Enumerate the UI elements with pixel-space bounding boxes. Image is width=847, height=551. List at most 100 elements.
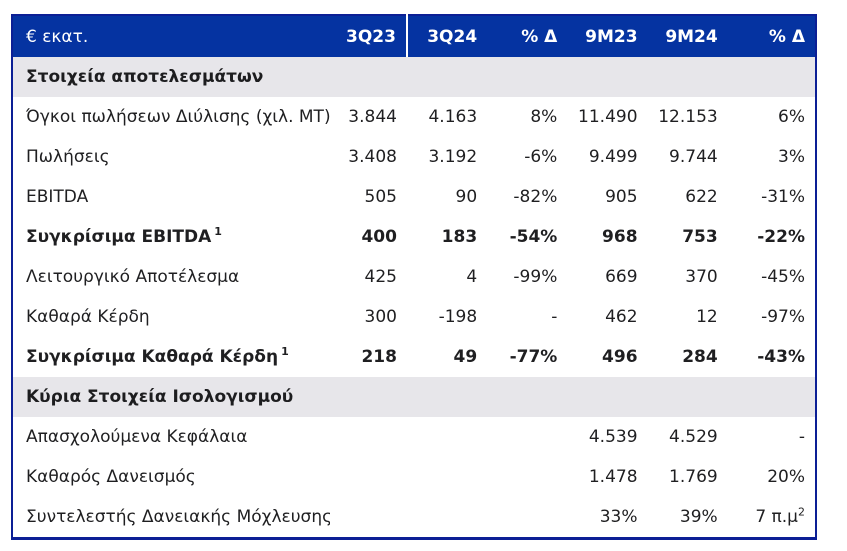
value-cell: 496 [602,347,638,367]
value-cell: -99% [513,267,558,287]
row-label-text: Συγκρίσιμα Καθαρά Κέρδη [26,347,279,367]
value-cell: 49 [453,347,478,367]
section-row-balance-sheet: Κύρια Στοιχεία Ισολογισμού [12,377,816,417]
row-label: Καθαρά Κέρδη [12,297,330,337]
value-cell: 400 [361,227,397,247]
col-header-unit: € εκατ. [26,26,89,47]
table-row: Καθαρός Δανεισμός 1.478 1.769 20% [12,457,816,497]
col-header-pct-delta-9m: % Δ [768,26,805,47]
row-label-text: Όγκοι πωλήσεων Διύλισης (χιλ. ΜΤ) [26,107,330,127]
value-cell: 20% [767,467,805,487]
section-title: Κύρια Στοιχεία Ισολογισμού [12,377,816,417]
col-header-9m23: 9M23 [585,26,638,47]
row-label-text: Απασχολούμενα Κεφάλαια [26,427,248,447]
col-header-3q23: 3Q23 [329,15,408,57]
value-cell: 4 [466,267,478,287]
value-cell: 300 [364,307,397,327]
value-cell: 33% [599,507,638,527]
value-cell: -43% [757,347,805,367]
value-cell: -22% [757,227,805,247]
value-cell: -45% [761,267,805,287]
value-cell: 3.408 [348,147,397,167]
value-cell [330,457,407,497]
value-cell: 4.163 [428,107,478,127]
value-cell: 505 [364,187,397,207]
financial-results-table: € εκατ. 3Q23 3Q24 % Δ 9M23 9M24 % Δ Στοι… [11,14,817,540]
value-cell: 9.499 [588,147,638,167]
value-cell: 90 [455,187,478,207]
value-cell: 9.744 [669,147,718,167]
value-cell: 12.153 [658,107,718,127]
value-cell: -198 [438,307,478,327]
value-cell: -6% [524,147,558,167]
value-cell: - [798,427,805,447]
value-cell: 1.769 [669,467,718,487]
value-cell: 425 [364,267,397,287]
table-row: Πωλήσεις 3.408 3.192 -6% 9.499 9.744 3% [12,137,816,177]
col-header-3q24: 3Q24 [427,26,478,47]
value-cell: 905 [605,187,638,207]
row-label-text: EBITDA [26,187,89,207]
table-row: Απασχολούμενα Κεφάλαια 4.539 4.529 - [12,417,816,457]
value-cell [487,417,567,457]
value-cell: 7 π.μ2 [728,497,816,539]
footnote-sup: 2 [798,505,805,519]
value-cell: 4.539 [588,427,638,447]
value-cell: 622 [685,187,718,207]
value-cell [330,417,407,457]
value-cell [330,497,407,539]
row-label-text: Καθαρός Δανεισμός [26,467,196,487]
row-label: Πωλήσεις [12,137,330,177]
row-label: Απασχολούμενα Κεφάλαια [12,417,330,457]
value-cell [407,417,487,457]
value-cell: -54% [509,227,558,247]
col-header-pct-delta-q: % Δ [521,26,558,47]
footnote-sup: 1 [281,345,289,359]
table-row-adjusted-net-income: Συγκρίσιμα Καθαρά Κέρδη 1 218 49 -77% 496… [12,337,816,377]
table-row: Συντελεστής Δανειακής Μόχλευσης 33% 39% … [12,497,816,539]
table-row: Καθαρά Κέρδη 300 -198 - 462 12 -97% [12,297,816,337]
value-cell [487,457,567,497]
value-cell: 8% [530,107,558,127]
value-cell: 39% [679,507,718,527]
value-cell [487,497,567,539]
table-row: EBITDA 505 90 -82% 905 622 -31% [12,177,816,217]
table-header-row: € εκατ. 3Q23 3Q24 % Δ 9M23 9M24 % Δ [12,15,816,57]
value-cell [407,457,487,497]
row-label: Καθαρός Δανεισμός [12,457,330,497]
row-label: Συντελεστής Δανειακής Μόχλευσης [12,497,330,539]
value-cell: -82% [513,187,558,207]
row-label: Συγκρίσιμα EBITDA 1 [12,217,330,257]
table-row-adjusted-ebitda: Συγκρίσιμα EBITDA 1 400 183 -54% 968 753 … [12,217,816,257]
row-label-text: Καθαρά Κέρδη [26,307,150,327]
value-cell: 3.844 [348,107,397,127]
value-cell: 968 [602,227,638,247]
value-cell: -77% [509,347,558,367]
col-header-9m24: 9M24 [665,26,718,47]
financial-results-table-container: € εκατ. 3Q23 3Q24 % Δ 9M23 9M24 % Δ Στοι… [11,14,847,540]
value-cell: 3.192 [428,147,478,167]
value-cell: 3% [778,147,805,167]
value-cell: 12 [696,307,718,327]
footnote-sup: 1 [214,225,222,239]
value-cell: 370 [685,267,718,287]
row-label: Συγκρίσιμα Καθαρά Κέρδη 1 [12,337,330,377]
value-cell: 669 [605,267,638,287]
value-cell: - [551,307,558,327]
value-text: 7 π.μ [755,507,798,527]
row-label-text: Πωλήσεις [26,147,110,167]
row-label: Λειτουργικό Αποτέλεσμα [12,257,330,297]
value-cell: 218 [361,347,397,367]
value-cell: 1.478 [588,467,638,487]
value-cell: -31% [761,187,805,207]
value-cell: 284 [682,347,718,367]
value-cell: 753 [682,227,718,247]
value-cell: 6% [778,107,805,127]
table-row: Όγκοι πωλήσεων Διύλισης (χιλ. ΜΤ) 3.844 … [12,97,816,137]
row-label: Όγκοι πωλήσεων Διύλισης (χιλ. ΜΤ) [12,97,330,137]
value-cell: 11.490 [578,107,638,127]
value-cell: 183 [441,227,478,247]
table-row: Λειτουργικό Αποτέλεσμα 425 4 -99% 669 37… [12,257,816,297]
row-label-text: Συγκρίσιμα EBITDA [26,227,212,247]
value-cell: -97% [761,307,805,327]
